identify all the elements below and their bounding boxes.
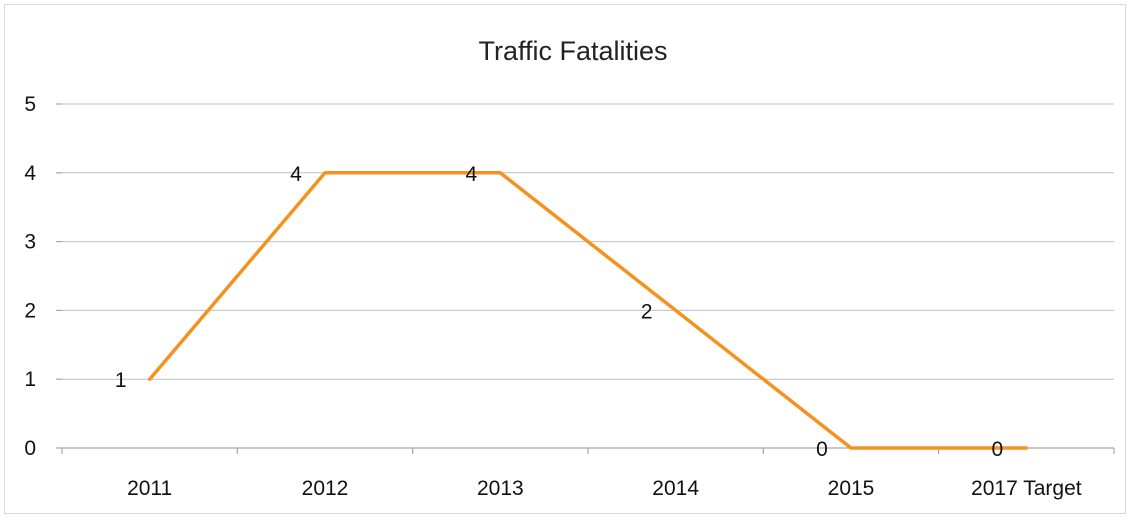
- data-label: 2: [641, 300, 653, 323]
- data-label: 4: [465, 163, 477, 186]
- data-label: 0: [991, 438, 1003, 461]
- x-tick-label: 2011: [127, 477, 172, 500]
- x-tick-label: 2017 Target: [971, 477, 1082, 500]
- chart-frame: [4, 4, 1126, 514]
- series-line: [147, 171, 1029, 450]
- series-group: [147, 171, 1029, 450]
- x-tick-label: 2014: [652, 477, 699, 500]
- y-tick-label: 1: [24, 368, 36, 391]
- y-tick-label: 4: [24, 162, 36, 185]
- y-tick-label: 5: [24, 93, 36, 116]
- y-tick-label: 0: [24, 437, 36, 460]
- x-tick-label: 2015: [828, 477, 875, 500]
- data-label: 0: [816, 438, 828, 461]
- y-tick-label: 2: [24, 299, 36, 322]
- gridlines: [62, 103, 1114, 380]
- data-labels: 1 4 4 2 0 0: [115, 163, 1003, 461]
- chart-title: Traffic Fatalities: [478, 36, 667, 66]
- y-tick-label: 3: [24, 231, 36, 254]
- x-tick-label: 2013: [477, 477, 524, 500]
- x-tick-label: 2012: [302, 477, 349, 500]
- data-label: 1: [115, 369, 127, 392]
- data-label: 4: [290, 163, 302, 186]
